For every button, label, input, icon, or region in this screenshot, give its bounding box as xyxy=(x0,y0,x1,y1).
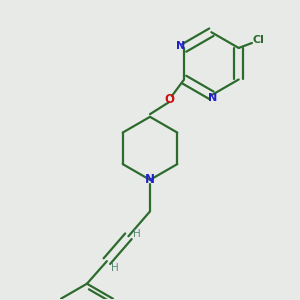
Text: Cl: Cl xyxy=(253,35,265,45)
Text: H: H xyxy=(111,263,119,273)
Text: N: N xyxy=(145,173,155,186)
Text: N: N xyxy=(176,41,185,51)
Text: N: N xyxy=(208,93,218,103)
Text: H: H xyxy=(133,229,141,238)
Text: O: O xyxy=(164,93,174,106)
